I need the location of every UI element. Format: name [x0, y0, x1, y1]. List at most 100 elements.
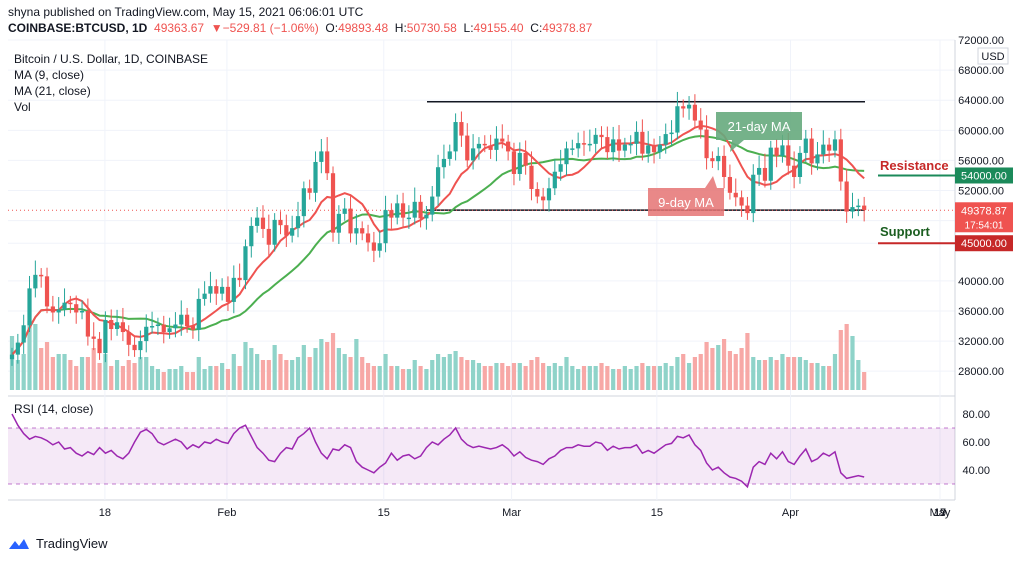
ma21-legend[interactable]: MA (21, close)	[14, 84, 91, 98]
candle-body	[751, 174, 756, 214]
tradingview-footer[interactable]: TradingView	[8, 536, 108, 551]
candle-body	[342, 208, 347, 214]
candle-body	[74, 304, 79, 313]
volume-bar	[120, 366, 125, 390]
volume-bar	[97, 363, 102, 390]
ma9-legend[interactable]: MA (9, close)	[14, 68, 85, 82]
y-tick-label: 32000.00	[958, 336, 1004, 348]
volume-bar	[68, 360, 73, 390]
volume-bar	[616, 369, 622, 390]
volume-bar	[33, 324, 38, 390]
volume-bar	[126, 360, 131, 390]
volume-bar	[412, 360, 417, 390]
high-value: 50730.58	[406, 21, 457, 35]
volume-bar	[622, 366, 627, 390]
candle-body	[272, 219, 277, 245]
candle-body	[21, 325, 26, 343]
candle-body	[681, 106, 686, 109]
brand-label: TradingView	[36, 536, 108, 551]
volume-bar	[704, 342, 709, 390]
volume-bar	[797, 357, 803, 390]
candle-body	[564, 148, 569, 165]
volume-bar	[342, 354, 347, 390]
candle-body	[167, 328, 172, 333]
ma21-callout	[716, 112, 802, 152]
candle-body	[39, 274, 44, 277]
candle-body	[435, 167, 441, 197]
rsi-tick-label: 80.00	[962, 409, 990, 421]
candle-body	[803, 138, 808, 153]
candle-body	[616, 139, 622, 151]
candle-body	[762, 167, 768, 181]
volume-bar	[494, 363, 499, 390]
candle-body	[698, 120, 703, 130]
candle-body	[50, 306, 55, 313]
price-change: ▼−529.81 (−1.06%)	[210, 21, 319, 35]
publish-line: shyna published on TradingView.com, May …	[8, 5, 364, 19]
volume-bar	[803, 360, 808, 390]
candle-body	[418, 201, 423, 219]
rsi-legend[interactable]: RSI (14, close)	[14, 402, 94, 416]
volume-bar	[74, 366, 79, 390]
candle-body	[453, 122, 458, 152]
candle-body	[611, 139, 616, 153]
candle-body	[237, 277, 242, 281]
x-tick-label: 18	[99, 507, 111, 519]
candle-body	[745, 205, 750, 214]
volume-bar	[243, 342, 248, 390]
candle-body	[622, 144, 627, 151]
candle-body	[330, 173, 336, 233]
volume-bar	[441, 357, 447, 390]
candle-body	[832, 139, 838, 151]
ma9-callout-text: 9-day MA	[658, 195, 714, 210]
volume-bar	[640, 363, 645, 390]
price-badge-value: 49378.87	[961, 205, 1007, 217]
volume-bar	[330, 333, 336, 390]
candle-body	[552, 171, 557, 189]
candle-body	[9, 354, 15, 360]
open-value: 49893.48	[338, 21, 389, 35]
vol-legend[interactable]: Vol	[14, 100, 31, 114]
x-tick-label: Mar	[502, 507, 521, 519]
candle-body	[138, 341, 143, 351]
candle-body	[325, 151, 330, 174]
rsi-band	[8, 428, 955, 484]
candle-body	[120, 322, 125, 333]
volume-bar	[751, 357, 756, 390]
low-value: 49155.40	[473, 21, 524, 35]
candle-body	[768, 147, 773, 181]
volume-bar	[488, 366, 493, 390]
volume-bar	[710, 348, 715, 390]
candle-body	[243, 246, 248, 281]
candle-body	[284, 225, 289, 236]
volume-bar	[657, 366, 662, 390]
volume-bar	[196, 357, 201, 390]
volume-bar	[272, 345, 277, 390]
volume-bar	[371, 366, 376, 390]
candle-body	[126, 332, 131, 345]
volume-bar	[593, 366, 598, 390]
support-label: Support	[880, 224, 930, 239]
y-tick-label: 60000.00	[958, 125, 1004, 137]
x-tick-label: 17	[934, 507, 946, 519]
candle-body	[406, 217, 411, 220]
volume-bar	[284, 360, 289, 390]
last-price: 49363.67	[154, 21, 205, 35]
volume-bar	[400, 369, 406, 390]
candle-body	[850, 207, 855, 212]
volume-bars	[9, 321, 867, 390]
candle-body	[290, 228, 295, 236]
candle-body	[511, 151, 517, 174]
volume-bar	[511, 363, 517, 390]
grid	[8, 39, 956, 501]
volume-bar	[675, 357, 680, 390]
rsi-path	[11, 413, 865, 489]
candle-body	[196, 298, 201, 330]
volume-bar	[523, 366, 528, 390]
volume-bar	[774, 360, 779, 390]
volume-bar	[220, 363, 225, 390]
candle-body	[827, 144, 832, 151]
close-value: 49378.87	[542, 21, 593, 35]
volume-bar	[173, 369, 178, 390]
